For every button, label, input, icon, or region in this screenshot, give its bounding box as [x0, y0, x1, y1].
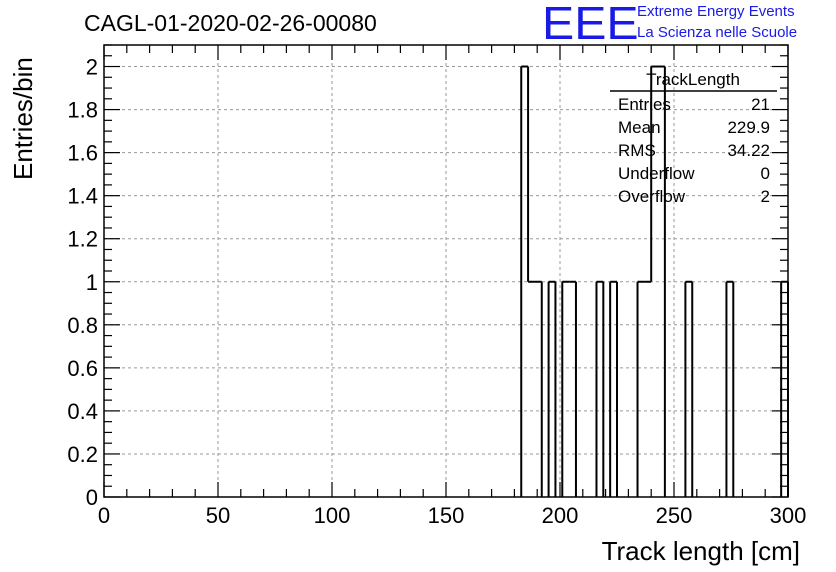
y-tick-label: 1.6 [67, 141, 98, 166]
stats-value-rms: 34.22 [727, 141, 770, 160]
x-tick-label: 250 [656, 503, 693, 528]
axis-ticks [103, 44, 789, 498]
y-tick-label: 0.8 [67, 313, 98, 338]
logo-line-1: Extreme Energy Events [637, 3, 795, 20]
x-tick-label: 200 [542, 503, 579, 528]
y-tick-label: 1.8 [67, 98, 98, 123]
chart-title: CAGL-01-2020-02-26-00080 [84, 10, 377, 36]
stats-value-underflow: 0 [761, 164, 770, 183]
tick-labels: 0 50 100 150 200 250 300 0 0.2 0.4 0.6 0.8 1 1.2 1.4 1.… [67, 55, 806, 528]
y-tick-label: 2 [86, 55, 98, 80]
x-axis-label: Track length [cm] [602, 536, 800, 566]
eee-logo: EEE [542, 0, 639, 49]
x-tick-label: 300 [770, 503, 807, 528]
y-tick-label: 0.2 [67, 442, 98, 467]
stats-label-mean: Mean [618, 118, 661, 137]
x-tick-label: 150 [428, 503, 465, 528]
stats-value-entries: 21 [751, 95, 770, 114]
x-tick-label: 100 [314, 503, 351, 528]
y-tick-label: 0 [86, 485, 98, 510]
stats-label-entries: Entries [618, 95, 671, 114]
stats-title: TrackLength [646, 70, 740, 89]
stats-value-mean: 229.9 [727, 118, 770, 137]
stats-box: TrackLength Entries 21 Mean 229.9 RMS 34… [610, 70, 777, 206]
y-tick-label: 0.4 [67, 399, 98, 424]
y-tick-label: 0.6 [67, 356, 98, 381]
y-axis-label: Entries/bin [8, 57, 38, 180]
x-tick-label: 0 [98, 503, 110, 528]
y-tick-label: 1.4 [67, 184, 98, 209]
logo-line-2: La Scienza nelle Scuole [637, 24, 798, 41]
stats-label-overflow: Overflow [618, 187, 686, 206]
y-tick-label: 1.2 [67, 227, 98, 252]
stats-value-overflow: 2 [761, 187, 770, 206]
stats-label-rms: RMS [618, 141, 656, 160]
x-tick-label: 50 [206, 503, 230, 528]
stats-label-underflow: Underflow [618, 164, 695, 183]
y-tick-label: 1 [86, 270, 98, 295]
grid-lines [104, 45, 788, 497]
